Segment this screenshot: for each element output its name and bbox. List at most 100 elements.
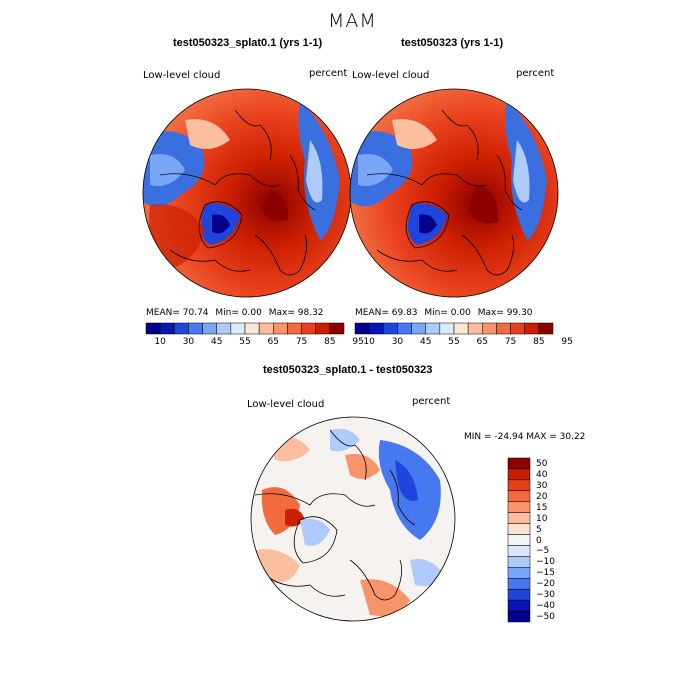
colorbar-tick-label: −50 [536,612,555,623]
colorbar-tick-label: 10 [154,337,166,347]
colorbar-tick-label: 40 [536,469,548,480]
colorbar-swatch [507,556,531,568]
season-title: MAM [328,10,377,32]
panel1-units: percent [309,68,348,79]
colorbar-tick-label: 65 [267,337,279,347]
colorbar-swatch [507,490,531,502]
colorbar-swatch [467,322,483,335]
colorbar-tick-label: 5 [536,524,542,535]
colorbar-swatch [301,322,316,335]
panel2-stats: MEAN= 69.83 Min= 0.00 Max= 99.30 [355,308,533,318]
colorbar-tick-label: 20 [536,491,548,502]
panel2-mean: 69.83 [391,308,418,318]
panel2-max-label: Max= [477,308,504,318]
colorbar-tick-label: 10 [363,337,375,347]
panel1-mean-label: MEAN= [146,308,180,318]
colorbar-swatch [258,322,274,335]
colorbar-swatch [230,322,246,335]
colorbar-tick-label: 75 [504,337,517,347]
panel1-max-label: Max= [268,308,295,318]
colorbar-swatch [507,588,531,601]
colorbar-tick-label: 45 [419,337,432,347]
panel1-map [142,88,352,298]
colorbar-swatch [188,322,203,335]
colorbar-swatch [439,322,455,335]
panel2-variable: Low-level cloud [352,70,430,81]
colorbar-swatch [145,322,161,335]
panel2-units: percent [516,68,555,79]
colorbar-tick-label: 85 [533,337,545,347]
panel3-variable: Low-level cloud [247,399,325,410]
colorbar-swatch [510,322,525,335]
panel1-max: 98.32 [297,308,324,318]
panel1-min: 0.00 [241,308,262,318]
colorbar-tick-label: 15 [536,502,548,513]
panel2-min: 0.00 [450,308,471,318]
colorbar-tick-label: 45 [210,337,223,347]
panel2-mean-label: MEAN= [355,308,389,318]
colorbar-tick-label: 50 [536,459,548,469]
colorbar-swatch [315,322,331,335]
panel2-max: 99.30 [506,308,533,318]
colorbar-swatch [507,523,531,535]
colorbar-tick-label: 30 [391,337,404,347]
panel3-units: percent [412,396,451,407]
colorbar-tick-label: 30 [536,480,548,491]
colorbar-swatch [507,534,531,546]
colorbar-tick-label: −5 [536,546,550,557]
panel1-stats: MEAN= 70.74 Min= 0.00 Max= 98.32 [146,308,324,318]
panel1-min-label: Min= [215,308,239,318]
panel3-minmax: MIN = -24.94 MAX = 30.22 [464,432,586,442]
colorbar-swatch [507,610,531,623]
colorbar-swatch [538,322,554,335]
colorbar-swatch [482,322,497,335]
panel3-map [250,416,456,622]
colorbar-swatch [507,479,531,492]
panel1-mean: 70.74 [182,308,209,318]
colorbar-swatch [244,322,260,335]
colorbar-tick-label: 55 [448,337,460,347]
colorbar-swatch [507,567,531,579]
colorbar-swatch [383,322,398,335]
colorbar-swatch [202,322,217,335]
panel3-title: test050323_splat0.1 - test050323 [263,364,433,376]
colorbar-swatch [507,545,531,557]
colorbar-swatch [329,322,345,335]
colorbar-tick-label: 65 [476,337,488,347]
colorbar-swatch [507,512,531,524]
panel3-colorbar [507,457,531,623]
colorbar-swatch [507,457,531,470]
colorbar-swatch [453,322,469,335]
colorbar-swatch [273,322,288,335]
colorbar-tick-label: 95 [352,337,364,347]
colorbar-swatch [216,322,232,335]
colorbar-tick-label: −30 [536,590,555,601]
colorbar-tick-label: 75 [295,337,308,347]
colorbar-swatch [425,322,441,335]
panel1-title: test050323_splat0.1 (yrs 1-1) [173,37,323,49]
panel2-title: test050323 (yrs 1-1) [401,37,504,49]
colorbar-swatch [368,322,384,335]
colorbar-tick-label: −15 [536,568,555,579]
colorbar-swatch [524,322,540,335]
colorbar-tick-label: −20 [536,579,555,590]
colorbar-swatch [507,468,531,481]
colorbar-swatch [174,322,189,335]
panel2-min-label: Min= [424,308,448,318]
colorbar-swatch [287,322,302,335]
colorbar-tick-label: 10 [536,513,548,524]
colorbar-tick-label: 55 [239,337,251,347]
colorbar-swatch [496,322,511,335]
panel2-colorbar [354,322,554,335]
colorbar-tick-label: 95 [561,337,573,347]
colorbar-swatch [397,322,412,335]
colorbar-tick-label: 30 [182,337,195,347]
colorbar-swatch [411,322,426,335]
colorbar-swatch [507,501,531,513]
colorbar-swatch [354,322,370,335]
colorbar-tick-label: −40 [536,601,555,612]
colorbar-swatch [507,578,531,590]
panel1-variable: Low-level cloud [143,70,221,81]
colorbar-tick-label: 0 [536,535,542,546]
